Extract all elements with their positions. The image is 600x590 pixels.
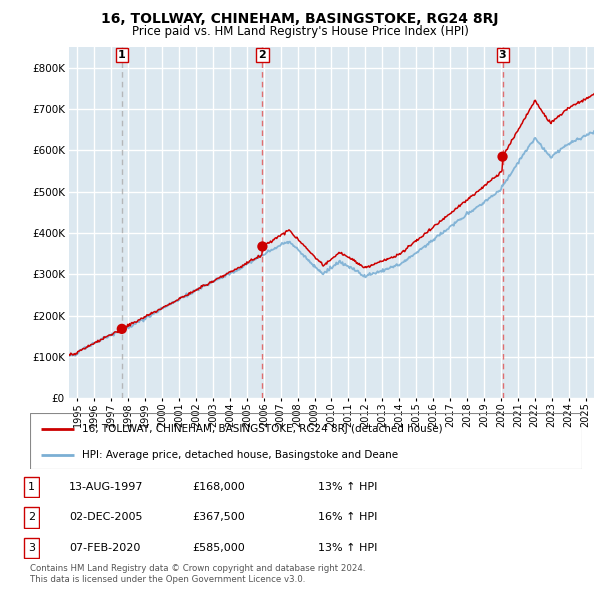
Text: 2: 2 <box>259 50 266 60</box>
Text: 13% ↑ HPI: 13% ↑ HPI <box>318 482 377 491</box>
Text: 1: 1 <box>28 482 35 491</box>
Text: 16, TOLLWAY, CHINEHAM, BASINGSTOKE, RG24 8RJ: 16, TOLLWAY, CHINEHAM, BASINGSTOKE, RG24… <box>101 12 499 26</box>
Text: 3: 3 <box>499 50 506 60</box>
Text: 16, TOLLWAY, CHINEHAM, BASINGSTOKE, RG24 8RJ (detached house): 16, TOLLWAY, CHINEHAM, BASINGSTOKE, RG24… <box>82 424 443 434</box>
Text: 16% ↑ HPI: 16% ↑ HPI <box>318 513 377 522</box>
Text: This data is licensed under the Open Government Licence v3.0.: This data is licensed under the Open Gov… <box>30 575 305 584</box>
Text: £367,500: £367,500 <box>192 513 245 522</box>
Text: Price paid vs. HM Land Registry's House Price Index (HPI): Price paid vs. HM Land Registry's House … <box>131 25 469 38</box>
Text: 02-DEC-2005: 02-DEC-2005 <box>69 513 143 522</box>
Text: £585,000: £585,000 <box>192 543 245 553</box>
Text: 3: 3 <box>28 543 35 553</box>
Text: 13% ↑ HPI: 13% ↑ HPI <box>318 543 377 553</box>
Text: 1: 1 <box>118 50 126 60</box>
Point <box>257 242 267 251</box>
Point <box>117 324 127 333</box>
Text: 07-FEB-2020: 07-FEB-2020 <box>69 543 140 553</box>
Text: £168,000: £168,000 <box>192 482 245 491</box>
Point <box>498 152 508 162</box>
Text: 13-AUG-1997: 13-AUG-1997 <box>69 482 143 491</box>
Text: Contains HM Land Registry data © Crown copyright and database right 2024.: Contains HM Land Registry data © Crown c… <box>30 565 365 573</box>
Text: 2: 2 <box>28 513 35 522</box>
Text: HPI: Average price, detached house, Basingstoke and Deane: HPI: Average price, detached house, Basi… <box>82 450 398 460</box>
